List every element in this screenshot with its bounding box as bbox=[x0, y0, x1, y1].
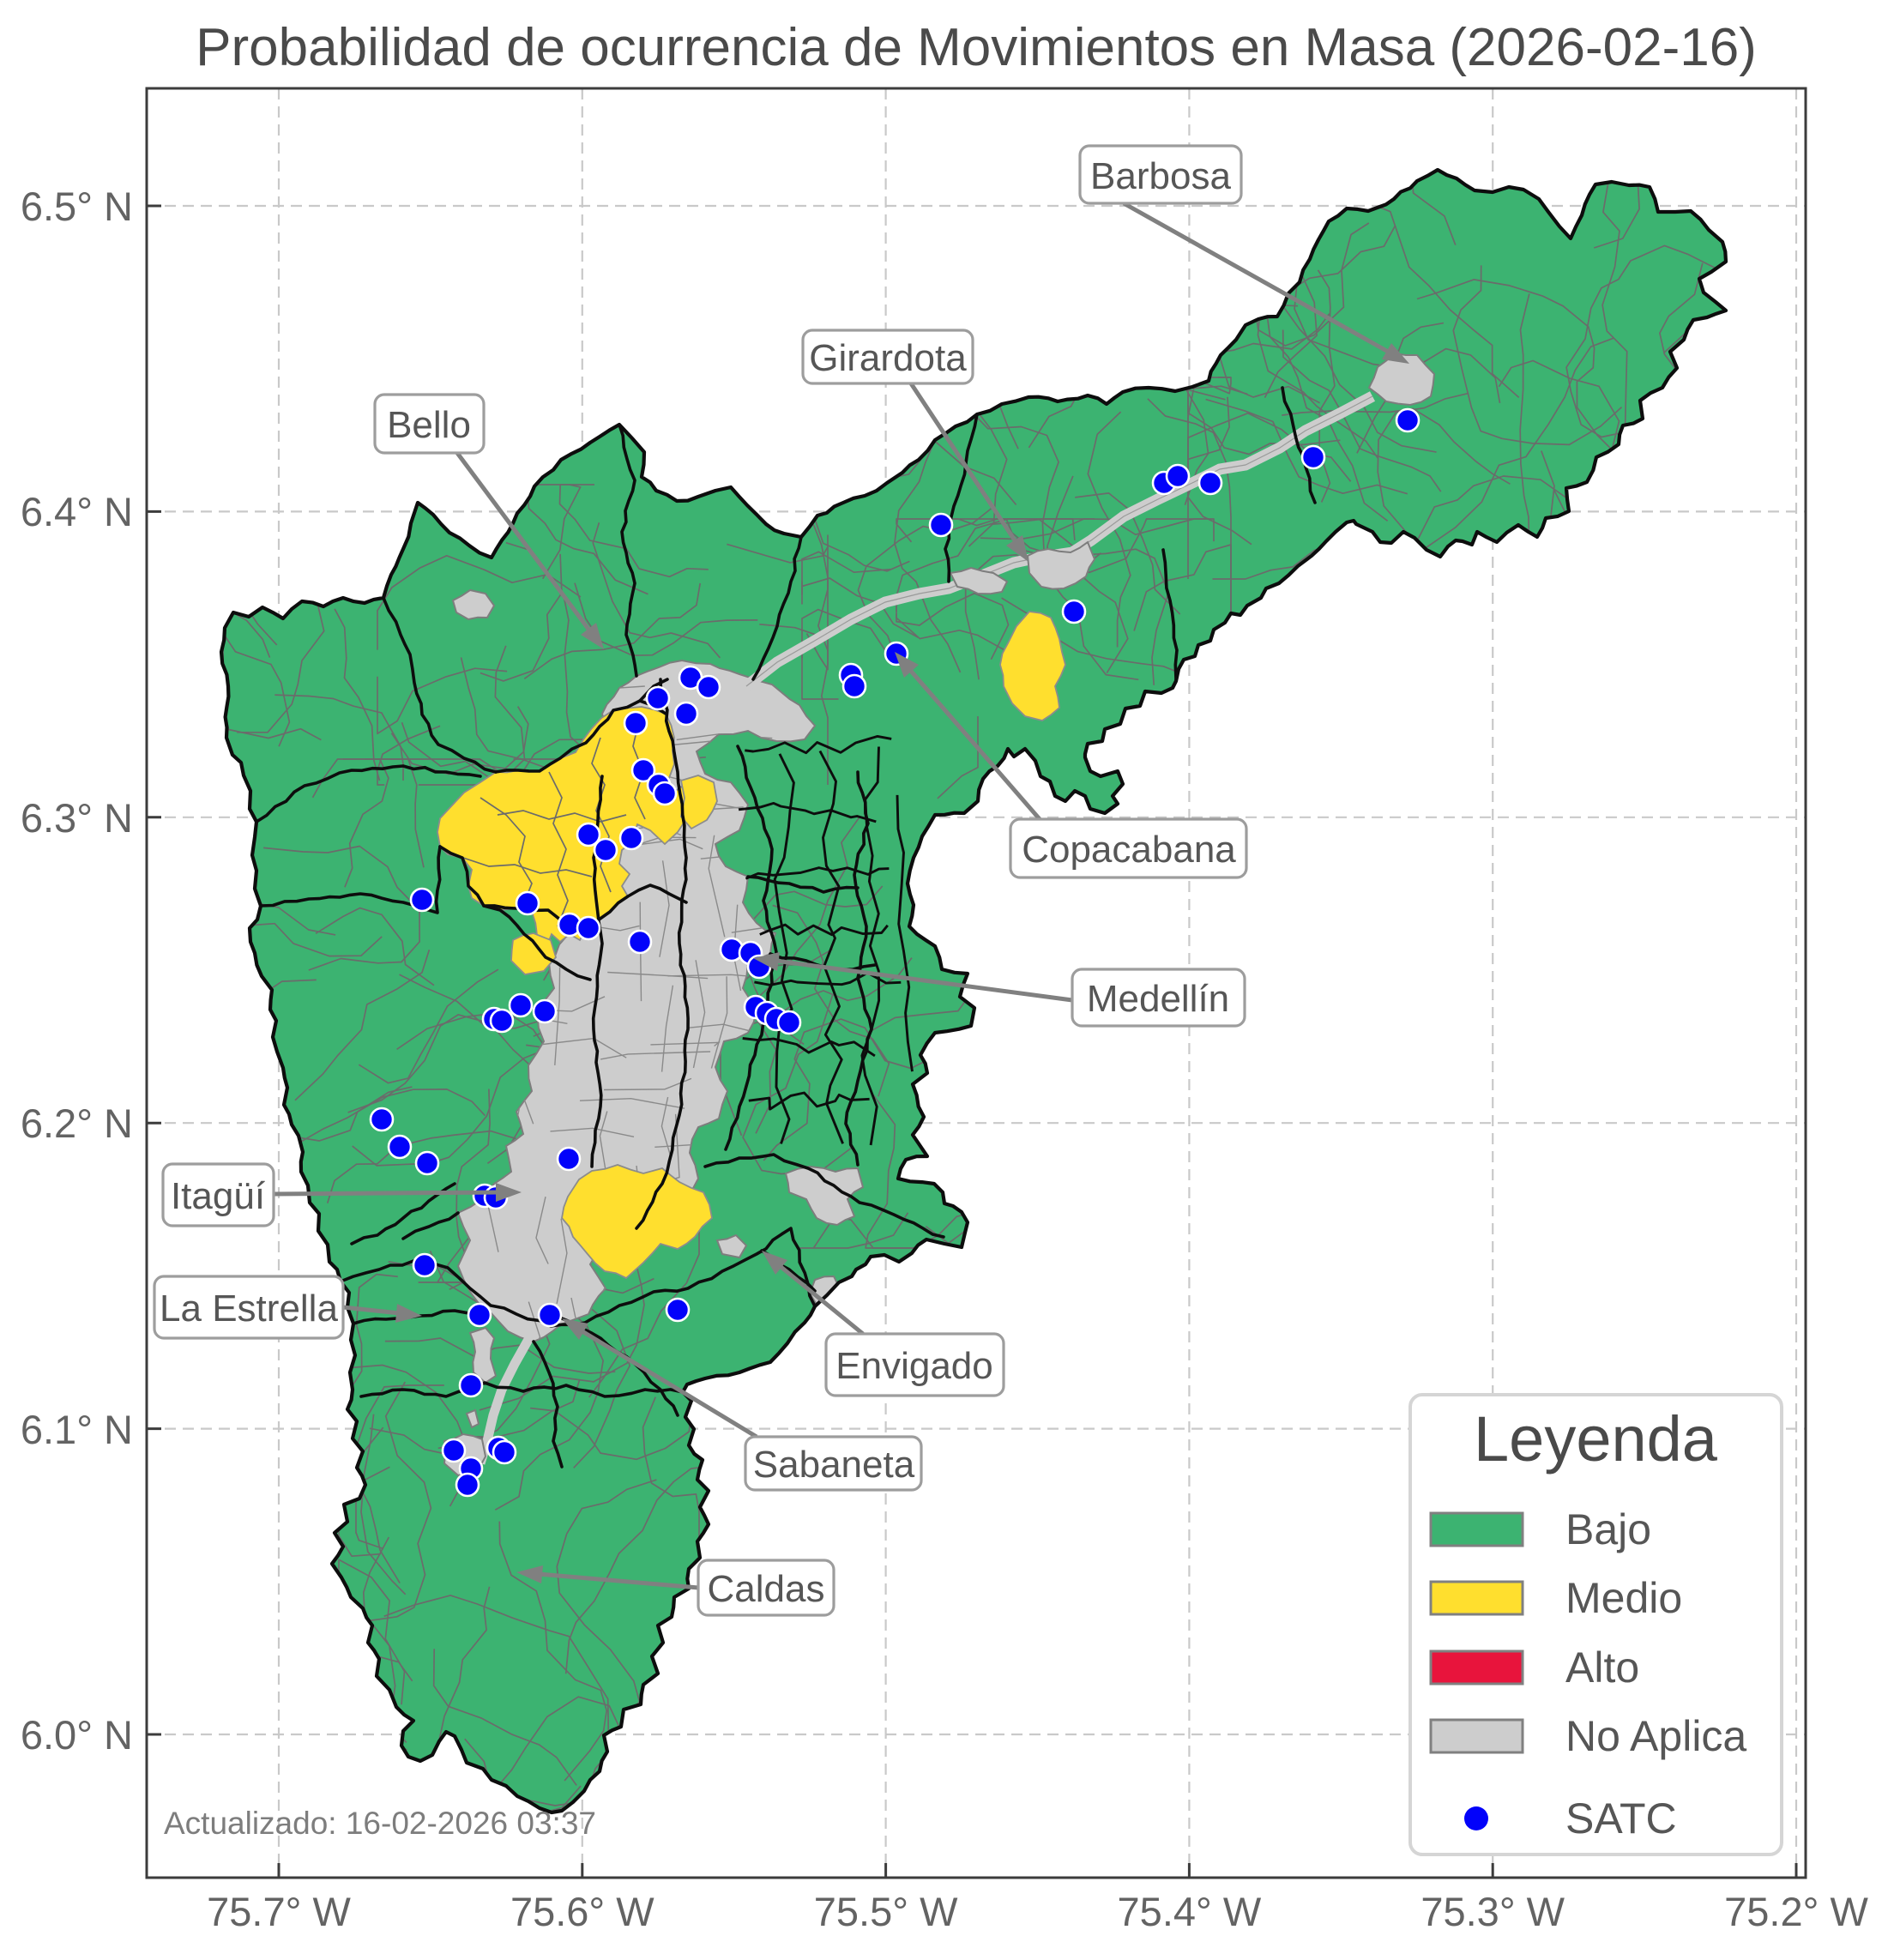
svg-text:No Aplica: No Aplica bbox=[1565, 1712, 1746, 1760]
svg-text:75.7° W: 75.7° W bbox=[207, 1889, 351, 1934]
svg-text:Copacabana: Copacabana bbox=[1022, 829, 1236, 871]
svg-text:6.2° N: 6.2° N bbox=[21, 1101, 133, 1146]
svg-text:Itagüí: Itagüí bbox=[171, 1175, 266, 1217]
svg-text:SATC: SATC bbox=[1565, 1794, 1677, 1842]
svg-text:Sabaneta: Sabaneta bbox=[753, 1444, 915, 1486]
svg-text:Envigado: Envigado bbox=[835, 1345, 992, 1387]
svg-text:75.5° W: 75.5° W bbox=[814, 1889, 958, 1934]
svg-text:La Estrella: La Estrella bbox=[160, 1288, 338, 1330]
svg-text:Alto: Alto bbox=[1565, 1643, 1639, 1692]
svg-text:6.3° N: 6.3° N bbox=[21, 795, 133, 841]
svg-text:6.5° N: 6.5° N bbox=[21, 184, 133, 229]
svg-text:75.3° W: 75.3° W bbox=[1421, 1889, 1565, 1934]
svg-text:Barbosa: Barbosa bbox=[1090, 155, 1231, 197]
svg-text:75.2° W: 75.2° W bbox=[1724, 1889, 1868, 1934]
svg-text:Caldas: Caldas bbox=[708, 1568, 825, 1610]
svg-text:6.0° N: 6.0° N bbox=[21, 1712, 133, 1758]
svg-text:Girardota: Girardota bbox=[809, 337, 967, 379]
svg-text:Medio: Medio bbox=[1565, 1574, 1682, 1622]
svg-text:Medellín: Medellín bbox=[1087, 978, 1229, 1020]
svg-text:6.1° N: 6.1° N bbox=[21, 1407, 133, 1452]
svg-text:Bajo: Bajo bbox=[1565, 1505, 1651, 1553]
svg-text:Probabilidad de ocurrencia de: Probabilidad de ocurrencia de Movimiento… bbox=[196, 18, 1757, 77]
svg-text:75.4° W: 75.4° W bbox=[1118, 1889, 1262, 1934]
svg-text:Actualizado: 16-02-2026 03:37: Actualizado: 16-02-2026 03:37 bbox=[164, 1806, 596, 1841]
svg-text:Bello: Bello bbox=[387, 404, 471, 446]
svg-text:75.6° W: 75.6° W bbox=[510, 1889, 654, 1934]
svg-text:Leyenda: Leyenda bbox=[1474, 1403, 1718, 1475]
svg-text:6.4° N: 6.4° N bbox=[21, 489, 133, 534]
